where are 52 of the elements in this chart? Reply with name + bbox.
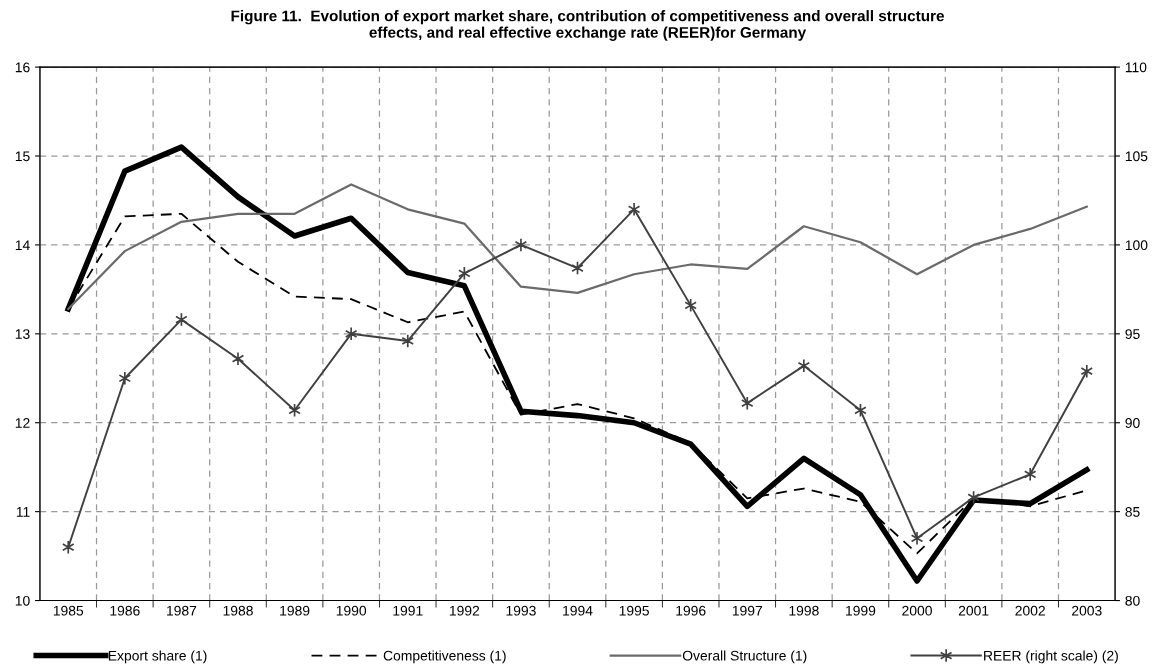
chart-title: Figure 11. Evolution of export market share, contribution of competitiveness and overall structure effects, and real effective exchange rate (REER)for Germany bbox=[231, 10, 944, 41]
x-tick-label: 1993 bbox=[506, 605, 536, 616]
y2-tick-label: 80 bbox=[1125, 595, 1140, 606]
y-tick-label: 15 bbox=[15, 151, 30, 162]
x-tick-label: 1997 bbox=[732, 605, 763, 616]
x-tick-label: 1992 bbox=[449, 605, 480, 616]
x-tick-label: 1987 bbox=[167, 605, 197, 616]
point bbox=[514, 237, 528, 253]
x-tick-label: 2000 bbox=[902, 605, 932, 616]
x-tick-label: 1988 bbox=[223, 605, 253, 616]
point bbox=[684, 298, 697, 313]
x-tick-label: 1985 bbox=[53, 605, 84, 616]
point bbox=[344, 326, 358, 341]
point bbox=[231, 351, 245, 366]
x-tick-label: 1989 bbox=[280, 605, 310, 616]
x-tick-label: 1996 bbox=[676, 605, 706, 616]
point bbox=[61, 540, 75, 555]
y-tick-label: 14 bbox=[15, 240, 30, 250]
legend-label: Export share (1) bbox=[108, 650, 207, 664]
legend-label: Overall Structure (1) bbox=[682, 650, 807, 664]
y-tick-label: 12 bbox=[15, 418, 30, 428]
point bbox=[1080, 364, 1094, 379]
y-tick-label: 11 bbox=[16, 507, 30, 517]
line-series bbox=[67, 183, 1088, 311]
x-tick-label: 2003 bbox=[1072, 605, 1102, 616]
legend-label: REER (right scale) (2) bbox=[984, 650, 1118, 664]
y2-tick-label: 110 bbox=[1125, 62, 1147, 73]
x-tick-label: 2002 bbox=[1015, 605, 1045, 616]
x-tick-label: 1995 bbox=[619, 605, 649, 616]
y2-tick-label: 105 bbox=[1125, 151, 1148, 162]
x-tick-label: 1986 bbox=[110, 605, 140, 616]
y2-tick-label: 90 bbox=[1125, 418, 1140, 428]
y2-tick-label: 100 bbox=[1125, 240, 1148, 251]
y2-tick-label: 85 bbox=[1125, 506, 1140, 517]
y2-tick-label: 95 bbox=[1125, 329, 1140, 339]
y-tick-label: 10 bbox=[15, 595, 30, 606]
x-tick-label: 1990 bbox=[336, 605, 367, 616]
point bbox=[627, 202, 641, 217]
point bbox=[741, 396, 754, 411]
x-tick-label: 1991 bbox=[393, 605, 423, 616]
point bbox=[1023, 467, 1037, 482]
point bbox=[797, 358, 811, 373]
x-tick-label: 1999 bbox=[846, 605, 876, 616]
x-tick-label: 1998 bbox=[789, 605, 819, 616]
point bbox=[910, 531, 924, 546]
x-tick-label: 2001 bbox=[958, 605, 989, 616]
legend-label: Competitiveness (1) bbox=[383, 650, 506, 664]
point bbox=[401, 333, 415, 349]
y-tick-label: 13 bbox=[15, 329, 30, 339]
y-tick-label: 16 bbox=[15, 62, 30, 73]
point bbox=[118, 371, 132, 386]
x-tick-label: 1994 bbox=[563, 605, 593, 616]
